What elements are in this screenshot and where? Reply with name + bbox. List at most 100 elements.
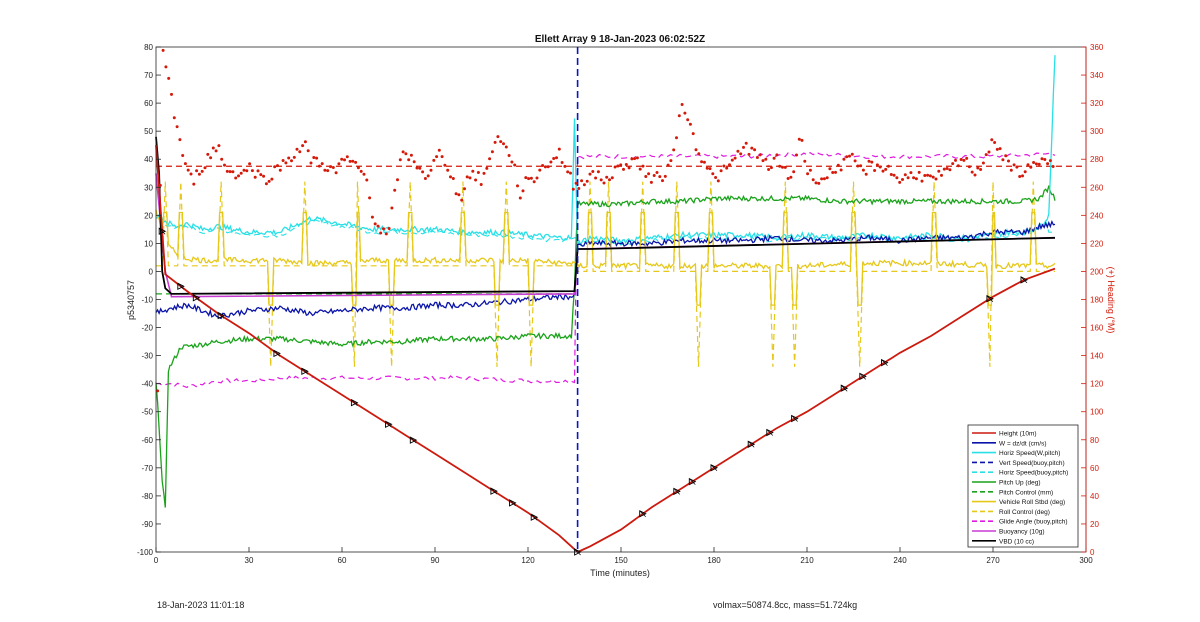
heading-point	[259, 173, 263, 177]
heading-point	[1046, 162, 1050, 166]
heading-point	[256, 169, 260, 173]
heading-point	[172, 116, 176, 120]
heading-point	[250, 169, 254, 173]
heading-point	[195, 169, 199, 173]
heading-point	[415, 166, 419, 170]
heading-point	[764, 157, 768, 161]
heading-point	[1048, 159, 1052, 163]
heading-point	[234, 176, 238, 180]
heading-point	[340, 157, 344, 161]
y-axis-label: p5340757	[126, 280, 136, 320]
heading-point	[817, 181, 821, 185]
heading-point	[231, 170, 235, 174]
heading-point	[460, 198, 464, 202]
heading-point	[981, 161, 985, 165]
heading-point	[502, 142, 505, 146]
heading-point	[203, 166, 207, 170]
heading-point	[912, 176, 916, 180]
heading-point	[585, 179, 589, 183]
heading-point	[736, 149, 740, 153]
heading-point	[225, 169, 229, 173]
heading-point	[499, 140, 503, 144]
heading-point	[329, 165, 332, 169]
heading-point	[753, 148, 757, 152]
heading-point	[560, 161, 564, 164]
heading-point	[474, 178, 478, 182]
heading-point	[806, 172, 810, 176]
heading-point	[914, 177, 918, 181]
heading-point	[270, 177, 274, 181]
pitch-up-line	[155, 185, 1056, 508]
heading-point	[917, 170, 921, 174]
heading-point	[811, 178, 815, 182]
dive-marker	[1020, 276, 1029, 284]
heading-point	[524, 176, 528, 180]
dive-marker	[881, 358, 889, 367]
heading-point	[206, 152, 210, 156]
heading-point	[1040, 157, 1044, 161]
heading-point	[320, 162, 324, 166]
heading-point	[577, 187, 581, 190]
heading-point	[599, 178, 603, 182]
y2-tick-label: 300	[1090, 127, 1104, 136]
x-tick-label: 180	[707, 556, 721, 565]
dive-marker	[350, 398, 359, 407]
heading-point	[892, 173, 896, 177]
heading-point	[1034, 162, 1038, 166]
heading-point	[309, 161, 313, 165]
heading-point	[853, 159, 857, 163]
heading-point	[382, 227, 385, 231]
heading-point	[842, 157, 846, 161]
legend: Height (10m) W = dz/dt (cm/s) Horiz Speed(…	[967, 424, 1079, 548]
heading-point	[940, 173, 943, 177]
heading-point	[942, 167, 946, 171]
heading-point	[990, 138, 994, 142]
y-tick-label: 0	[149, 267, 154, 276]
dive-marker	[192, 294, 201, 302]
heading-point	[954, 158, 957, 162]
heading-point	[767, 168, 771, 171]
heading-point	[605, 175, 609, 179]
heading-point	[602, 181, 606, 185]
x-tick-label: 210	[800, 556, 814, 565]
heading-point	[666, 163, 670, 167]
heading-point	[429, 168, 433, 172]
heading-point	[708, 167, 712, 171]
y-tick-label: 30	[144, 183, 153, 192]
heading-point	[376, 224, 380, 228]
heading-point	[527, 177, 531, 181]
dive-marker	[301, 367, 309, 376]
heading-point	[677, 114, 681, 118]
heading-point	[898, 180, 902, 184]
dive-marker	[158, 227, 167, 235]
heading-point	[1009, 168, 1013, 172]
heading-point	[306, 149, 310, 153]
legend-label: Pitch Up (deg)	[999, 480, 1041, 487]
heading-point	[705, 166, 709, 170]
y2-tick-label: 140	[1090, 352, 1104, 361]
heading-point	[574, 181, 578, 185]
x-tick-label: 120	[521, 556, 535, 565]
heading-point	[485, 166, 489, 170]
heading-point	[694, 148, 698, 152]
dive-marker	[766, 428, 774, 437]
legend-label: Height (10m)	[999, 431, 1037, 438]
heading-point	[384, 232, 388, 236]
heading-point	[418, 166, 422, 170]
y2-tick-label: 120	[1090, 380, 1104, 389]
heading-point	[543, 165, 547, 169]
heading-point	[909, 171, 913, 175]
dive-marker	[986, 294, 994, 303]
heading-point	[652, 174, 656, 177]
heading-point	[493, 140, 497, 144]
x-tick-label: 240	[893, 556, 907, 565]
heading-point	[948, 168, 952, 172]
dive-marker	[509, 499, 517, 507]
legend-label: VBD (10 cc)	[999, 538, 1034, 545]
height-line	[155, 145, 1056, 554]
heading-point	[449, 175, 452, 179]
y-tick-label: -50	[141, 408, 153, 417]
heading-point	[359, 169, 363, 173]
heading-point	[733, 156, 737, 160]
heading-point	[237, 174, 240, 178]
